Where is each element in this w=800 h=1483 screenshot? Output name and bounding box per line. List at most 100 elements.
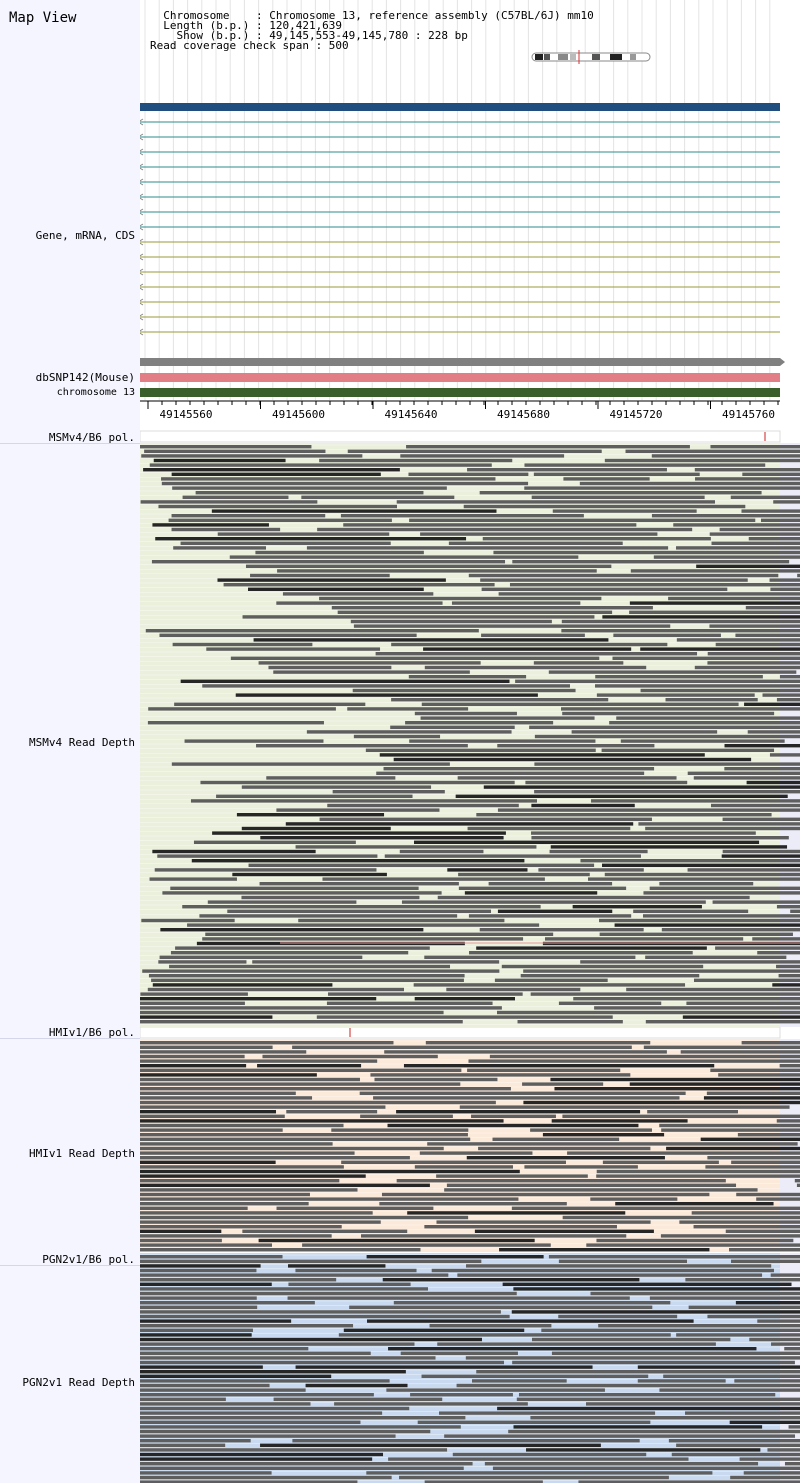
read-segment	[190, 799, 537, 803]
read-segment	[661, 928, 800, 932]
read-segment	[542, 1133, 665, 1137]
info-line-coverage: Read coverage check span : 500	[150, 39, 349, 52]
read-segment	[596, 1174, 800, 1178]
ideogram-band	[592, 54, 600, 60]
read-segment	[408, 675, 527, 679]
read-segment	[384, 1050, 667, 1054]
read-segment	[262, 1054, 438, 1059]
read-segment	[417, 1420, 651, 1424]
read-segment	[140, 1416, 466, 1420]
read-segment	[492, 1137, 620, 1141]
read-segment	[497, 1406, 800, 1411]
read-segment	[148, 707, 336, 711]
read-segment	[147, 721, 324, 725]
read-segment	[746, 780, 800, 785]
read-segment	[409, 739, 596, 743]
read-segment	[140, 1333, 252, 1337]
read-segment	[497, 744, 655, 748]
read-segment	[399, 1475, 669, 1480]
read-segment	[292, 1439, 640, 1443]
read-segment	[513, 1287, 800, 1291]
read-segment	[688, 1305, 800, 1309]
read-segment	[216, 794, 413, 798]
read-segment	[370, 1073, 631, 1077]
read-segment	[637, 1379, 726, 1383]
read-segment	[331, 1128, 469, 1132]
pgn-depth-label: PGN2v1 Read Depth	[22, 1376, 135, 1389]
read-segment	[448, 541, 623, 545]
read-segment	[794, 1179, 800, 1183]
ideogram-band	[535, 54, 543, 60]
read-segment	[563, 477, 650, 481]
read-segment	[421, 1374, 649, 1378]
read-segment	[529, 725, 800, 729]
read-segment	[400, 454, 565, 458]
read-segment	[773, 500, 800, 504]
read-segment	[707, 1156, 800, 1160]
read-segment	[550, 1077, 800, 1082]
read-segment	[533, 661, 624, 665]
read-segment	[637, 1365, 800, 1369]
read-segment	[414, 711, 517, 716]
read-segment	[673, 523, 800, 527]
read-segment	[512, 560, 790, 564]
read-segment	[427, 1142, 798, 1146]
read-segment	[248, 863, 595, 867]
read-segment	[174, 702, 366, 706]
read-segment	[423, 647, 632, 651]
read-segment	[217, 578, 446, 582]
read-segment	[567, 1151, 800, 1155]
read-segment	[695, 477, 800, 481]
read-segment	[140, 1110, 277, 1114]
read-segment	[140, 1082, 461, 1086]
read-segment	[140, 1068, 462, 1072]
read-segment	[499, 1248, 710, 1252]
read-segment	[693, 978, 800, 982]
read-segment	[517, 1020, 623, 1024]
read-segment	[420, 716, 595, 720]
read-segment	[306, 546, 669, 550]
read-segment	[715, 642, 800, 647]
read-segment	[665, 698, 758, 702]
snp-variant-bar	[140, 373, 780, 382]
read-segment	[778, 974, 800, 978]
read-segment	[691, 1211, 800, 1215]
read-segment	[706, 1091, 800, 1095]
read-segment	[596, 693, 755, 697]
read-segment	[629, 601, 800, 605]
read-segment	[140, 1314, 510, 1319]
read-segment	[403, 1064, 715, 1068]
read-segment	[494, 978, 608, 982]
read-segment	[352, 688, 576, 693]
read-segment	[729, 1248, 800, 1252]
ruler-tick-label: 49145640	[385, 408, 438, 421]
read-segment	[594, 1006, 800, 1010]
read-segment	[734, 1379, 800, 1383]
read-segment	[522, 1082, 604, 1086]
read-segment	[515, 679, 800, 683]
read-segment	[140, 1466, 464, 1470]
genome-track-panel[interactable]: 49145560 49145600 49145640 49145680 49145720…	[140, 0, 800, 1483]
read-segment	[396, 1110, 641, 1114]
read-segment	[703, 1096, 800, 1100]
read-segment	[266, 776, 396, 780]
read-segment	[531, 803, 635, 808]
read-segment	[471, 1114, 556, 1118]
read-segment	[424, 665, 647, 670]
read-segment	[649, 886, 800, 890]
read-segment	[478, 1146, 651, 1151]
read-segment	[260, 1443, 601, 1447]
read-segment	[739, 1457, 800, 1461]
read-segment	[604, 872, 800, 877]
read-segment	[722, 817, 800, 821]
read-segment	[276, 808, 440, 812]
read-segment	[612, 656, 800, 660]
read-segment	[328, 992, 523, 996]
read-segment	[776, 905, 800, 909]
read-segment	[152, 523, 269, 527]
genome-track-canvas[interactable]: 49145560 49145600 49145640 49145680 49145720…	[140, 0, 800, 1483]
read-segment	[140, 1347, 309, 1351]
read-segment	[199, 914, 458, 918]
read-segment	[140, 1259, 482, 1263]
read-segment	[140, 1388, 306, 1392]
